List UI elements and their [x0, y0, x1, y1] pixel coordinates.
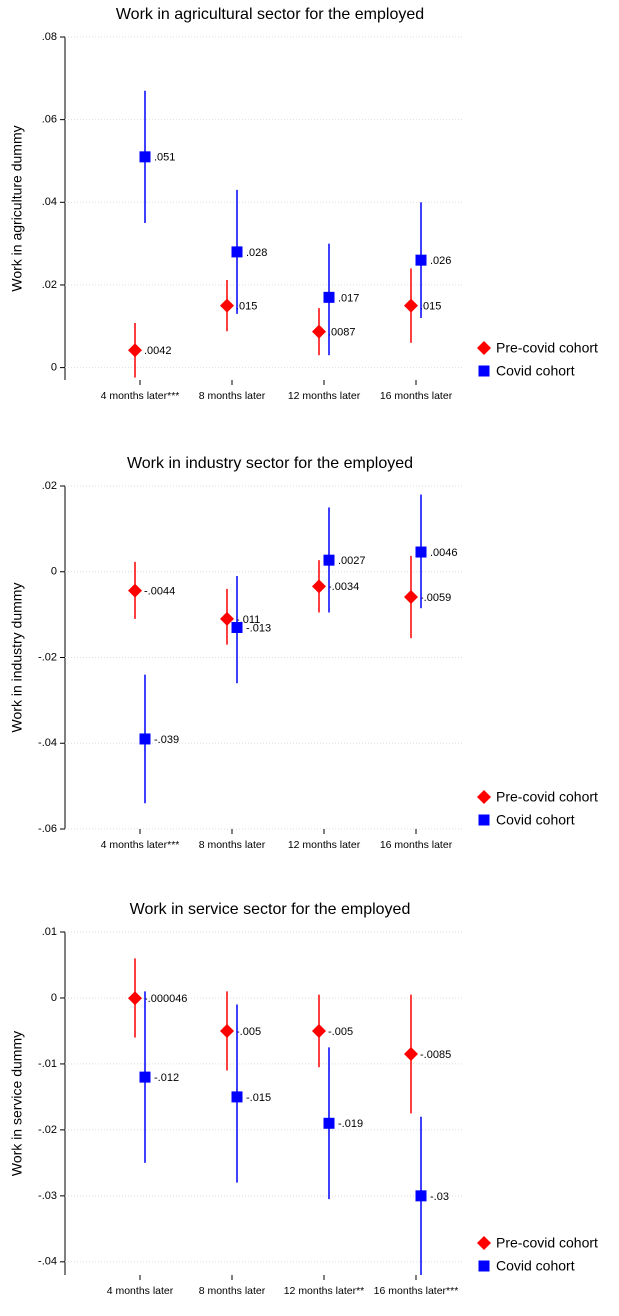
- chart-title: Work in agricultural sector for the empl…: [116, 6, 424, 23]
- y-axis-label: Work in agriculture dummy: [9, 125, 25, 291]
- point: [128, 991, 142, 1006]
- value-label: .028: [246, 247, 267, 259]
- y-tick-label: .01: [42, 926, 57, 938]
- y-tick-label: -.04: [38, 737, 57, 749]
- chart-title: Work in service sector for the employed: [130, 901, 411, 918]
- point: [312, 1023, 326, 1038]
- point: [231, 621, 243, 633]
- point: [415, 1190, 427, 1202]
- point: [323, 291, 335, 303]
- value-label: .026: [430, 255, 451, 267]
- legend-marker: [477, 341, 491, 355]
- x-tick-label: 4 months later: [107, 1285, 174, 1297]
- value-label: -.019: [338, 1118, 363, 1130]
- legend-label: Covid cohort: [496, 812, 575, 828]
- x-tick-label: 8 months later: [199, 1285, 266, 1297]
- x-tick-label: 16 months later***: [374, 1285, 459, 1297]
- x-tick-label: 4 months later***: [101, 390, 180, 402]
- x-tick-label: 12 months later: [288, 839, 361, 851]
- point: [220, 1023, 234, 1038]
- legend-label: Covid cohort: [496, 363, 575, 379]
- y-tick-label: .02: [42, 279, 57, 291]
- y-tick-label: 0: [51, 362, 57, 374]
- y-tick-label: -.03: [38, 1190, 57, 1202]
- value-label: .0027: [338, 555, 366, 567]
- point: [128, 583, 142, 598]
- value-label: -.000046: [144, 993, 187, 1005]
- point: [220, 298, 234, 313]
- x-tick-label: 16 months later: [380, 390, 453, 402]
- legend-marker: [478, 814, 490, 826]
- value-label: .0046: [430, 547, 458, 559]
- legend-marker: [478, 365, 490, 377]
- y-tick-label: 0: [51, 992, 57, 1004]
- point: [415, 546, 427, 558]
- point: [128, 343, 142, 358]
- value-label: -.0034: [328, 581, 359, 593]
- x-tick-label: 16 months later: [380, 839, 453, 851]
- point: [404, 590, 418, 605]
- point: [312, 579, 326, 594]
- value-label: -.015: [246, 1092, 271, 1104]
- legend-marker: [477, 790, 491, 804]
- value-label: -.005: [328, 1026, 353, 1038]
- legend-label: Pre-covid cohort: [496, 340, 598, 356]
- point: [139, 151, 151, 163]
- point: [415, 254, 427, 266]
- y-axis-label: Work in service dummy: [9, 1031, 25, 1176]
- y-tick-label: .02: [42, 480, 57, 492]
- value-label: .0042: [144, 345, 172, 357]
- x-tick-label: 12 months later: [288, 390, 361, 402]
- legend-label: Pre-covid cohort: [496, 789, 598, 805]
- point: [404, 298, 418, 313]
- value-label: .017: [338, 292, 359, 304]
- chart-title: Work in industry sector for the employed: [127, 455, 413, 472]
- y-tick-label: 0: [51, 566, 57, 578]
- y-axis-label: Work in industry dummy: [9, 583, 25, 733]
- value-label: -.0059: [420, 592, 451, 604]
- y-tick-label: .06: [42, 114, 57, 126]
- point: [139, 733, 151, 745]
- value-label: -.0044: [144, 586, 175, 598]
- point: [312, 324, 326, 339]
- value-label: -.0085: [420, 1049, 451, 1061]
- point: [323, 554, 335, 566]
- x-tick-label: 4 months later***: [101, 839, 180, 851]
- point: [220, 611, 234, 626]
- y-tick-label: -.06: [38, 823, 57, 835]
- value-label: .0087: [328, 327, 356, 339]
- value-label: -.013: [246, 622, 271, 634]
- legend-label: Pre-covid cohort: [496, 1235, 598, 1251]
- x-tick-label: 8 months later: [199, 390, 266, 402]
- legend-label: Covid cohort: [496, 1258, 575, 1274]
- value-label: .051: [154, 152, 175, 164]
- y-tick-label: -.01: [38, 1058, 57, 1070]
- point: [231, 246, 243, 258]
- y-tick-label: .08: [42, 31, 57, 43]
- point: [139, 1071, 151, 1083]
- legend-marker: [478, 1260, 490, 1272]
- y-tick-label: -.04: [38, 1256, 57, 1268]
- x-tick-label: 12 months later**: [284, 1285, 365, 1297]
- point: [323, 1117, 335, 1129]
- point: [231, 1091, 243, 1103]
- value-label: .015: [236, 301, 257, 313]
- value-label: .015: [420, 301, 441, 313]
- value-label: -.03: [430, 1191, 449, 1203]
- value-label: -.005: [236, 1026, 261, 1038]
- value-label: -.012: [154, 1072, 179, 1084]
- y-tick-label: -.02: [38, 651, 57, 663]
- y-tick-label: .04: [42, 196, 57, 208]
- y-tick-label: -.02: [38, 1124, 57, 1136]
- legend-marker: [477, 1236, 491, 1250]
- value-label: -.039: [154, 734, 179, 746]
- point: [404, 1047, 418, 1062]
- x-tick-label: 8 months later: [199, 839, 266, 851]
